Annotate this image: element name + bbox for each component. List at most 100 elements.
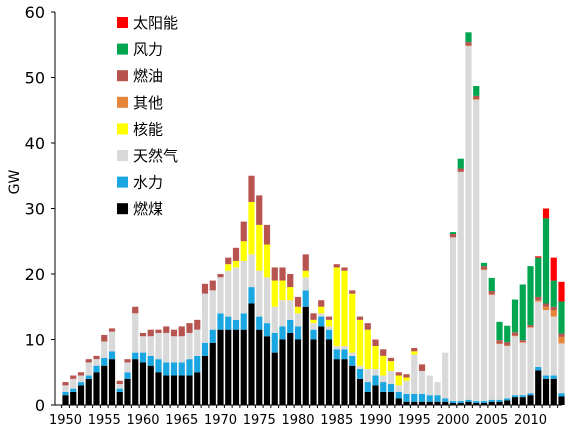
bar-segment-2005-s5 [488,291,495,295]
bar-segment-1978-s3 [279,280,286,301]
bar-segment-1983-s0 [318,326,325,405]
bar-segment-1968-s0 [201,355,209,406]
bar-segment-2007-s1 [504,398,511,401]
bar-segment-1994-s1 [403,393,410,402]
y-tick-label-60: 60 [25,3,45,22]
bar-segment-1994-s3 [403,377,410,381]
bar-segment-2011-s6 [535,257,542,297]
bar-segment-2005-s2 [488,294,495,400]
bar-segment-1975-s5 [256,195,263,225]
bar-segment-2004-s5 [480,266,488,270]
bar-segment-1986-s3 [341,270,348,347]
bar-segment-1965-s0 [178,375,185,405]
bar-segment-1973-s5 [240,221,247,242]
bar-segment-1989-s0 [364,391,371,405]
bar-segment-1990-s0 [372,385,379,405]
x-tick-label-1955: 1955 [88,413,121,428]
x-tick-label-1965: 1965 [165,413,198,428]
bar-segment-1993-s2 [395,385,402,392]
bar-segment-1953-s0 [85,378,92,405]
bar-segment-2001-s2 [457,171,464,402]
bar-segment-2014-s0 [558,396,565,405]
bar-segment-1987-s3 [349,293,356,353]
bar-segment-1972-s2 [232,267,240,320]
bar-segment-1983-s5 [318,300,325,307]
bar-segment-2011-s1 [535,367,542,371]
bar-segment-1996-s5 [418,364,426,371]
bar-segment-1995-s5 [411,348,418,352]
bar-segment-1964-s5 [170,329,178,337]
x-tick-label-2005: 2005 [475,413,508,428]
bar-segment-2008-s1 [511,395,519,398]
bar-segment-1974-s1 [248,287,255,304]
bar-segment-1999-s0 [442,401,449,405]
bar-segment-2014-s4 [558,336,565,344]
x-tick-label-1995: 1995 [398,413,431,428]
bar-segment-1987-s5 [349,290,356,294]
bar-segment-1953-s1 [85,375,92,379]
bar-segment-1983-s3 [318,306,325,314]
bar-segment-2004-s1 [480,401,488,404]
bar-segment-1968-s5 [201,283,209,294]
bar-segment-1983-s1 [318,316,325,327]
bar-segment-1973-s1 [240,313,247,330]
bar-segment-2004-s6 [480,262,488,267]
legend-swatch-0 [117,17,128,28]
bar-segment-1956-s0 [108,359,116,405]
bar-segment-2005-s4 [488,294,495,295]
bar-segment-1999-s1 [442,398,449,402]
bar-segment-1952-s5 [77,372,85,376]
bar-segment-1995-s2 [411,354,418,394]
bar-segment-1972-s0 [232,329,240,405]
bar-segment-1966-s0 [186,375,193,405]
x-tick-label-1970: 1970 [204,413,237,428]
legend-swatch-6 [117,176,128,188]
legend-swatch-4 [117,123,128,135]
bar-segment-1982-s2 [310,323,317,330]
bar-segment-1997-s0 [426,401,433,405]
bar-segment-1955-s1 [101,357,108,366]
bar-segment-1992-s5 [387,357,395,362]
bar-segment-1982-s5 [310,313,317,320]
bar-segment-1966-s5 [186,323,193,333]
bar-segment-1963-s0 [163,375,170,405]
bar-segment-1985-s3 [333,267,340,347]
bar-segment-1975-s3 [256,224,263,271]
bar-segment-1980-s0 [294,339,302,405]
bar-segment-1995-s1 [411,393,418,402]
bar-segment-2012-s5 [542,303,550,307]
legend-label-0: 太阳能 [133,14,178,32]
bar-segment-1994-s5 [403,374,410,378]
bar-segment-1978-s5 [279,267,286,281]
bar-segment-1959-s5 [132,306,139,314]
bar-segment-1963-s5 [163,326,170,333]
bar-segment-2004-s2 [480,270,488,402]
bar-segment-2009-s6 [519,284,526,341]
bar-segment-2007-s5 [504,342,511,346]
y-tick-label-40: 40 [25,134,45,153]
y-tick-label-30: 30 [25,200,45,219]
bar-segment-1990-s1 [372,375,379,386]
bar-segment-1954-s5 [93,355,100,360]
bar-segment-1972-s3 [232,260,240,268]
bar-segment-1973-s0 [240,329,247,405]
bar-segment-1960-s5 [139,332,147,337]
bar-segment-2001-s5 [457,168,464,172]
bar-segment-1952-s1 [77,382,85,386]
y-axis-label: GW [7,170,23,195]
bar-segment-2003-s1 [473,401,480,404]
bar-segment-1988-s5 [356,316,364,320]
bar-segment-2006-s4 [496,343,503,345]
bar-segment-2010-s6 [527,266,534,326]
bar-segment-1984-s1 [325,329,333,340]
bar-segment-1986-s5 [341,267,348,271]
bar-segment-1978-s0 [279,339,286,405]
bar-segment-1992-s3 [387,361,395,371]
bar-segment-1957-s5 [116,380,123,385]
bar-segment-1964-s0 [170,375,178,405]
bar-segment-1974-s5 [248,175,255,202]
bar-segment-2012-s0 [542,378,550,405]
bar-segment-2006-s0 [496,401,503,405]
bar-segment-1984-s5 [325,316,333,320]
